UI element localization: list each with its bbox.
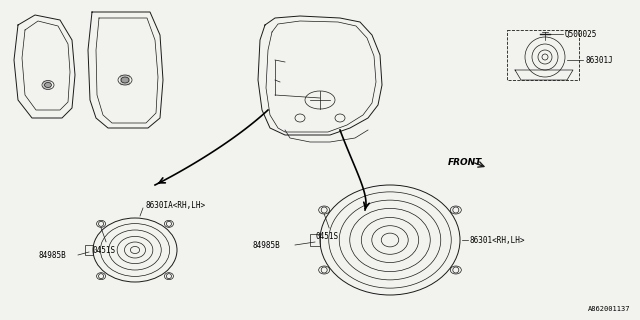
- Ellipse shape: [45, 83, 51, 87]
- Text: Q500025: Q500025: [565, 29, 597, 38]
- Text: 8630IA<RH,LH>: 8630IA<RH,LH>: [145, 201, 205, 210]
- Text: 0451S: 0451S: [316, 232, 339, 241]
- Text: 86301J: 86301J: [585, 55, 612, 65]
- Ellipse shape: [121, 77, 129, 83]
- Text: 0451S: 0451S: [93, 246, 116, 255]
- Text: 84985B: 84985B: [252, 241, 280, 250]
- Text: FRONT: FRONT: [448, 157, 483, 166]
- Text: 86301<RH,LH>: 86301<RH,LH>: [469, 236, 525, 244]
- Text: 84985B: 84985B: [38, 251, 66, 260]
- Text: A862001137: A862001137: [588, 306, 630, 312]
